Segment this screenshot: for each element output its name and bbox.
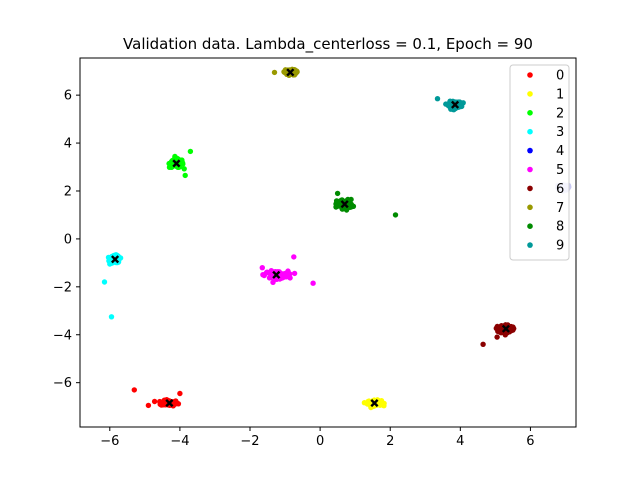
point-class-8 bbox=[339, 206, 345, 212]
legend-item-6: 6 bbox=[527, 182, 564, 197]
center-marker-8 bbox=[340, 200, 349, 209]
centers-layer bbox=[111, 68, 510, 408]
point-class-6 bbox=[494, 323, 500, 330]
outlier-class-2 bbox=[187, 148, 194, 155]
y-tick-label: −4 bbox=[53, 328, 72, 343]
outlier-class-6 bbox=[494, 334, 500, 340]
legend-label: 4 bbox=[556, 144, 564, 159]
point-class-0 bbox=[151, 398, 158, 405]
point-class-5 bbox=[283, 272, 290, 279]
outlier-class-9 bbox=[434, 96, 441, 102]
legend-marker bbox=[527, 110, 533, 116]
legend-item-7: 7 bbox=[527, 201, 564, 216]
legend-marker bbox=[527, 72, 533, 78]
legend-label: 6 bbox=[556, 182, 564, 197]
legend-marker bbox=[527, 166, 533, 173]
legend-item-3: 3 bbox=[527, 125, 564, 140]
legend-label: 7 bbox=[556, 201, 564, 216]
legend-marker bbox=[527, 147, 533, 154]
outlier-class-2 bbox=[182, 172, 188, 179]
outlier-class-5 bbox=[310, 280, 316, 286]
legend-marker bbox=[527, 242, 533, 248]
y-tick-label: −6 bbox=[53, 376, 72, 391]
legend: 0 1 2 3 4 5 6 7 8 9 bbox=[509, 64, 570, 261]
legend-label: 3 bbox=[556, 125, 564, 140]
y-tick-label: 2 bbox=[64, 184, 72, 199]
x-tick-label: 0 bbox=[316, 434, 324, 449]
legend-item-4: 4 bbox=[527, 144, 564, 159]
x-tick-label: −2 bbox=[240, 434, 259, 449]
chart-title: Validation data. Lambda_centerloss = 0.1… bbox=[123, 35, 533, 54]
x-tick-label: 2 bbox=[386, 434, 394, 449]
legend-label: 8 bbox=[556, 220, 564, 235]
legend-item-5: 5 bbox=[527, 163, 564, 178]
outlier-class-3 bbox=[101, 279, 108, 285]
points-layer bbox=[101, 66, 572, 411]
outlier-class-6 bbox=[480, 341, 486, 347]
x-tick-label: −4 bbox=[170, 434, 189, 449]
point-class-2 bbox=[181, 166, 187, 172]
legend-marker bbox=[527, 185, 533, 192]
center-marker-2 bbox=[172, 159, 181, 168]
outlier-class-0 bbox=[145, 402, 152, 409]
point-class-1 bbox=[377, 400, 383, 406]
center-marker-6 bbox=[501, 324, 510, 333]
center-marker-0 bbox=[165, 398, 174, 408]
y-tick-label: 6 bbox=[64, 89, 72, 104]
legend-item-0: 0 bbox=[527, 69, 564, 84]
legend-marker bbox=[527, 204, 533, 211]
legend-marker bbox=[527, 223, 533, 229]
point-class-8 bbox=[334, 198, 340, 205]
legend-marker bbox=[527, 91, 533, 97]
outlier-class-0 bbox=[131, 387, 137, 393]
legend-label: 5 bbox=[556, 163, 564, 178]
center-marker-1 bbox=[370, 398, 379, 408]
y-tick-label: 4 bbox=[64, 137, 72, 152]
point-class-6 bbox=[509, 327, 515, 333]
legend-label: 0 bbox=[556, 69, 564, 84]
center-marker-7 bbox=[286, 68, 295, 77]
legend-box bbox=[509, 64, 570, 261]
outlier-class-5 bbox=[259, 265, 265, 271]
y-tick-label: −2 bbox=[53, 280, 72, 295]
x-tick-label: −6 bbox=[100, 434, 119, 449]
legend-label: 9 bbox=[556, 239, 564, 254]
axis-ticks: −6 −4 −2 0 2 4 6 −6 −4 −2 0 2 4 6 bbox=[53, 89, 535, 449]
outlier-class-8 bbox=[334, 190, 341, 197]
legend-item-1: 1 bbox=[527, 87, 564, 102]
legend-marker bbox=[527, 128, 533, 135]
center-marker-5 bbox=[272, 270, 281, 279]
x-tick-label: 4 bbox=[456, 434, 464, 449]
legend-item-2: 2 bbox=[527, 106, 564, 121]
legend-label: 2 bbox=[556, 106, 564, 121]
outlier-class-0 bbox=[177, 390, 183, 397]
legend-item-8: 8 bbox=[527, 220, 564, 235]
outlier-class-8 bbox=[392, 212, 399, 218]
center-marker-3 bbox=[111, 255, 120, 264]
point-class-7 bbox=[281, 69, 287, 75]
point-class-5 bbox=[291, 270, 298, 277]
outlier-class-7 bbox=[271, 69, 278, 76]
plot-frame bbox=[79, 57, 577, 428]
point-class-5 bbox=[270, 279, 276, 285]
center-marker-9 bbox=[451, 100, 460, 109]
point-class-5 bbox=[267, 270, 273, 276]
legend-label: 1 bbox=[556, 87, 564, 102]
outlier-class-5 bbox=[291, 254, 297, 260]
x-tick-label: 6 bbox=[526, 434, 534, 449]
y-tick-label: 0 bbox=[64, 232, 72, 247]
outlier-class-3 bbox=[108, 314, 115, 320]
legend-item-9: 9 bbox=[527, 239, 564, 254]
